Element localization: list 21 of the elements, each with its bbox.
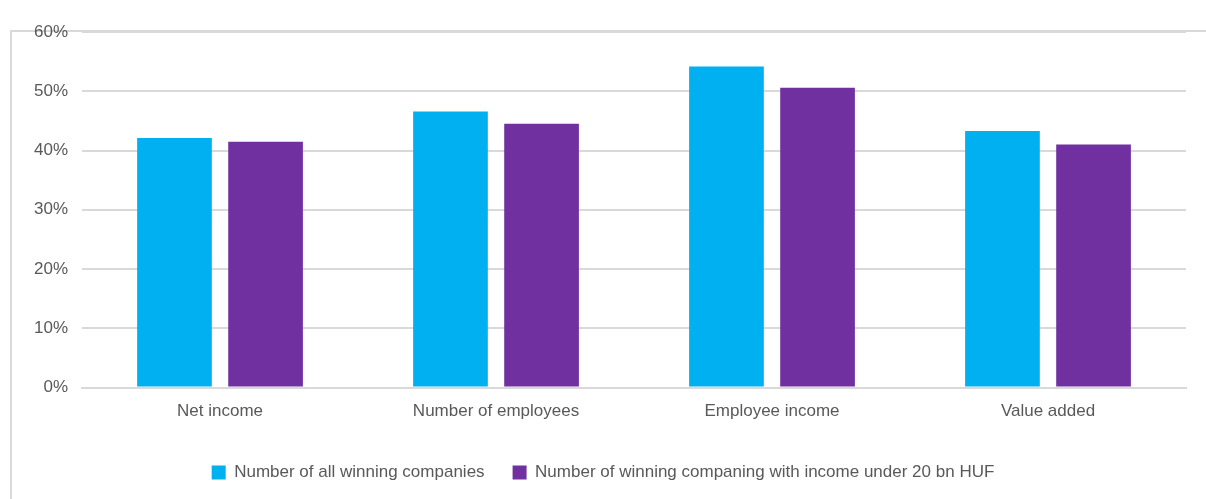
- x-tick-label: Number of employees: [412, 401, 580, 421]
- y-tick-label: 50%: [33, 80, 69, 100]
- y-tick-label: 10%: [33, 318, 69, 338]
- y-tick-label: 20%: [33, 258, 69, 278]
- bar: [965, 130, 1040, 387]
- bar: [228, 141, 303, 387]
- y-tick-label: 40%: [33, 140, 69, 160]
- legend-label: Number of all winning companies: [234, 462, 485, 482]
- y-tick-label: 0%: [43, 377, 69, 397]
- bar: [413, 111, 488, 387]
- bar: [780, 87, 855, 387]
- bar: [137, 138, 212, 387]
- legend-label: Number of winning companing with income under 20 bn HUF: [535, 462, 995, 482]
- x-tick-label: Net income: [177, 401, 264, 421]
- bar: [1056, 144, 1131, 387]
- y-tick-label: 60%: [33, 21, 69, 41]
- bar: [504, 123, 579, 387]
- x-tick-label: Value added: [1000, 401, 1096, 421]
- bar: [689, 66, 764, 387]
- y-tick-label: 30%: [33, 199, 69, 219]
- x-tick-label: Employee income: [704, 401, 840, 421]
